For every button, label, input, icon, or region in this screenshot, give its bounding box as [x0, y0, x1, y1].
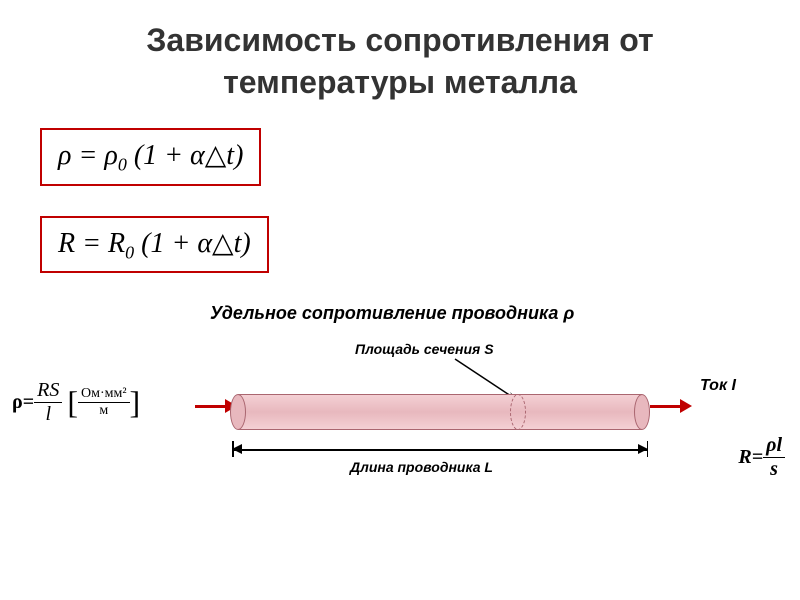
current-out-arrow — [650, 405, 682, 408]
r-formula: R=ρls — [738, 434, 785, 481]
current-label: Ток I — [700, 377, 736, 395]
page-title: Зависимость сопротивления от температуры… — [0, 0, 800, 113]
resistivity-subtitle: Удельное сопротивление проводника ρ — [210, 303, 800, 324]
cross-section-label: Площадь сечения S — [355, 341, 494, 357]
length-label: Длина проводника L — [350, 459, 493, 475]
current-in-arrow — [195, 405, 227, 408]
conductor-cylinder — [230, 394, 650, 430]
formula-rho-temperature: ρ = ρ0 (1 + α△t) — [40, 128, 261, 186]
conductor-diagram: ρ=RSl [Ом·мм²м] Площадь сечения S Ток I … — [0, 339, 800, 539]
rho-formula: ρ=RSl [Ом·мм²м] — [12, 379, 140, 426]
formula-r-temperature: R = R0 (1 + α△t) — [40, 216, 269, 274]
